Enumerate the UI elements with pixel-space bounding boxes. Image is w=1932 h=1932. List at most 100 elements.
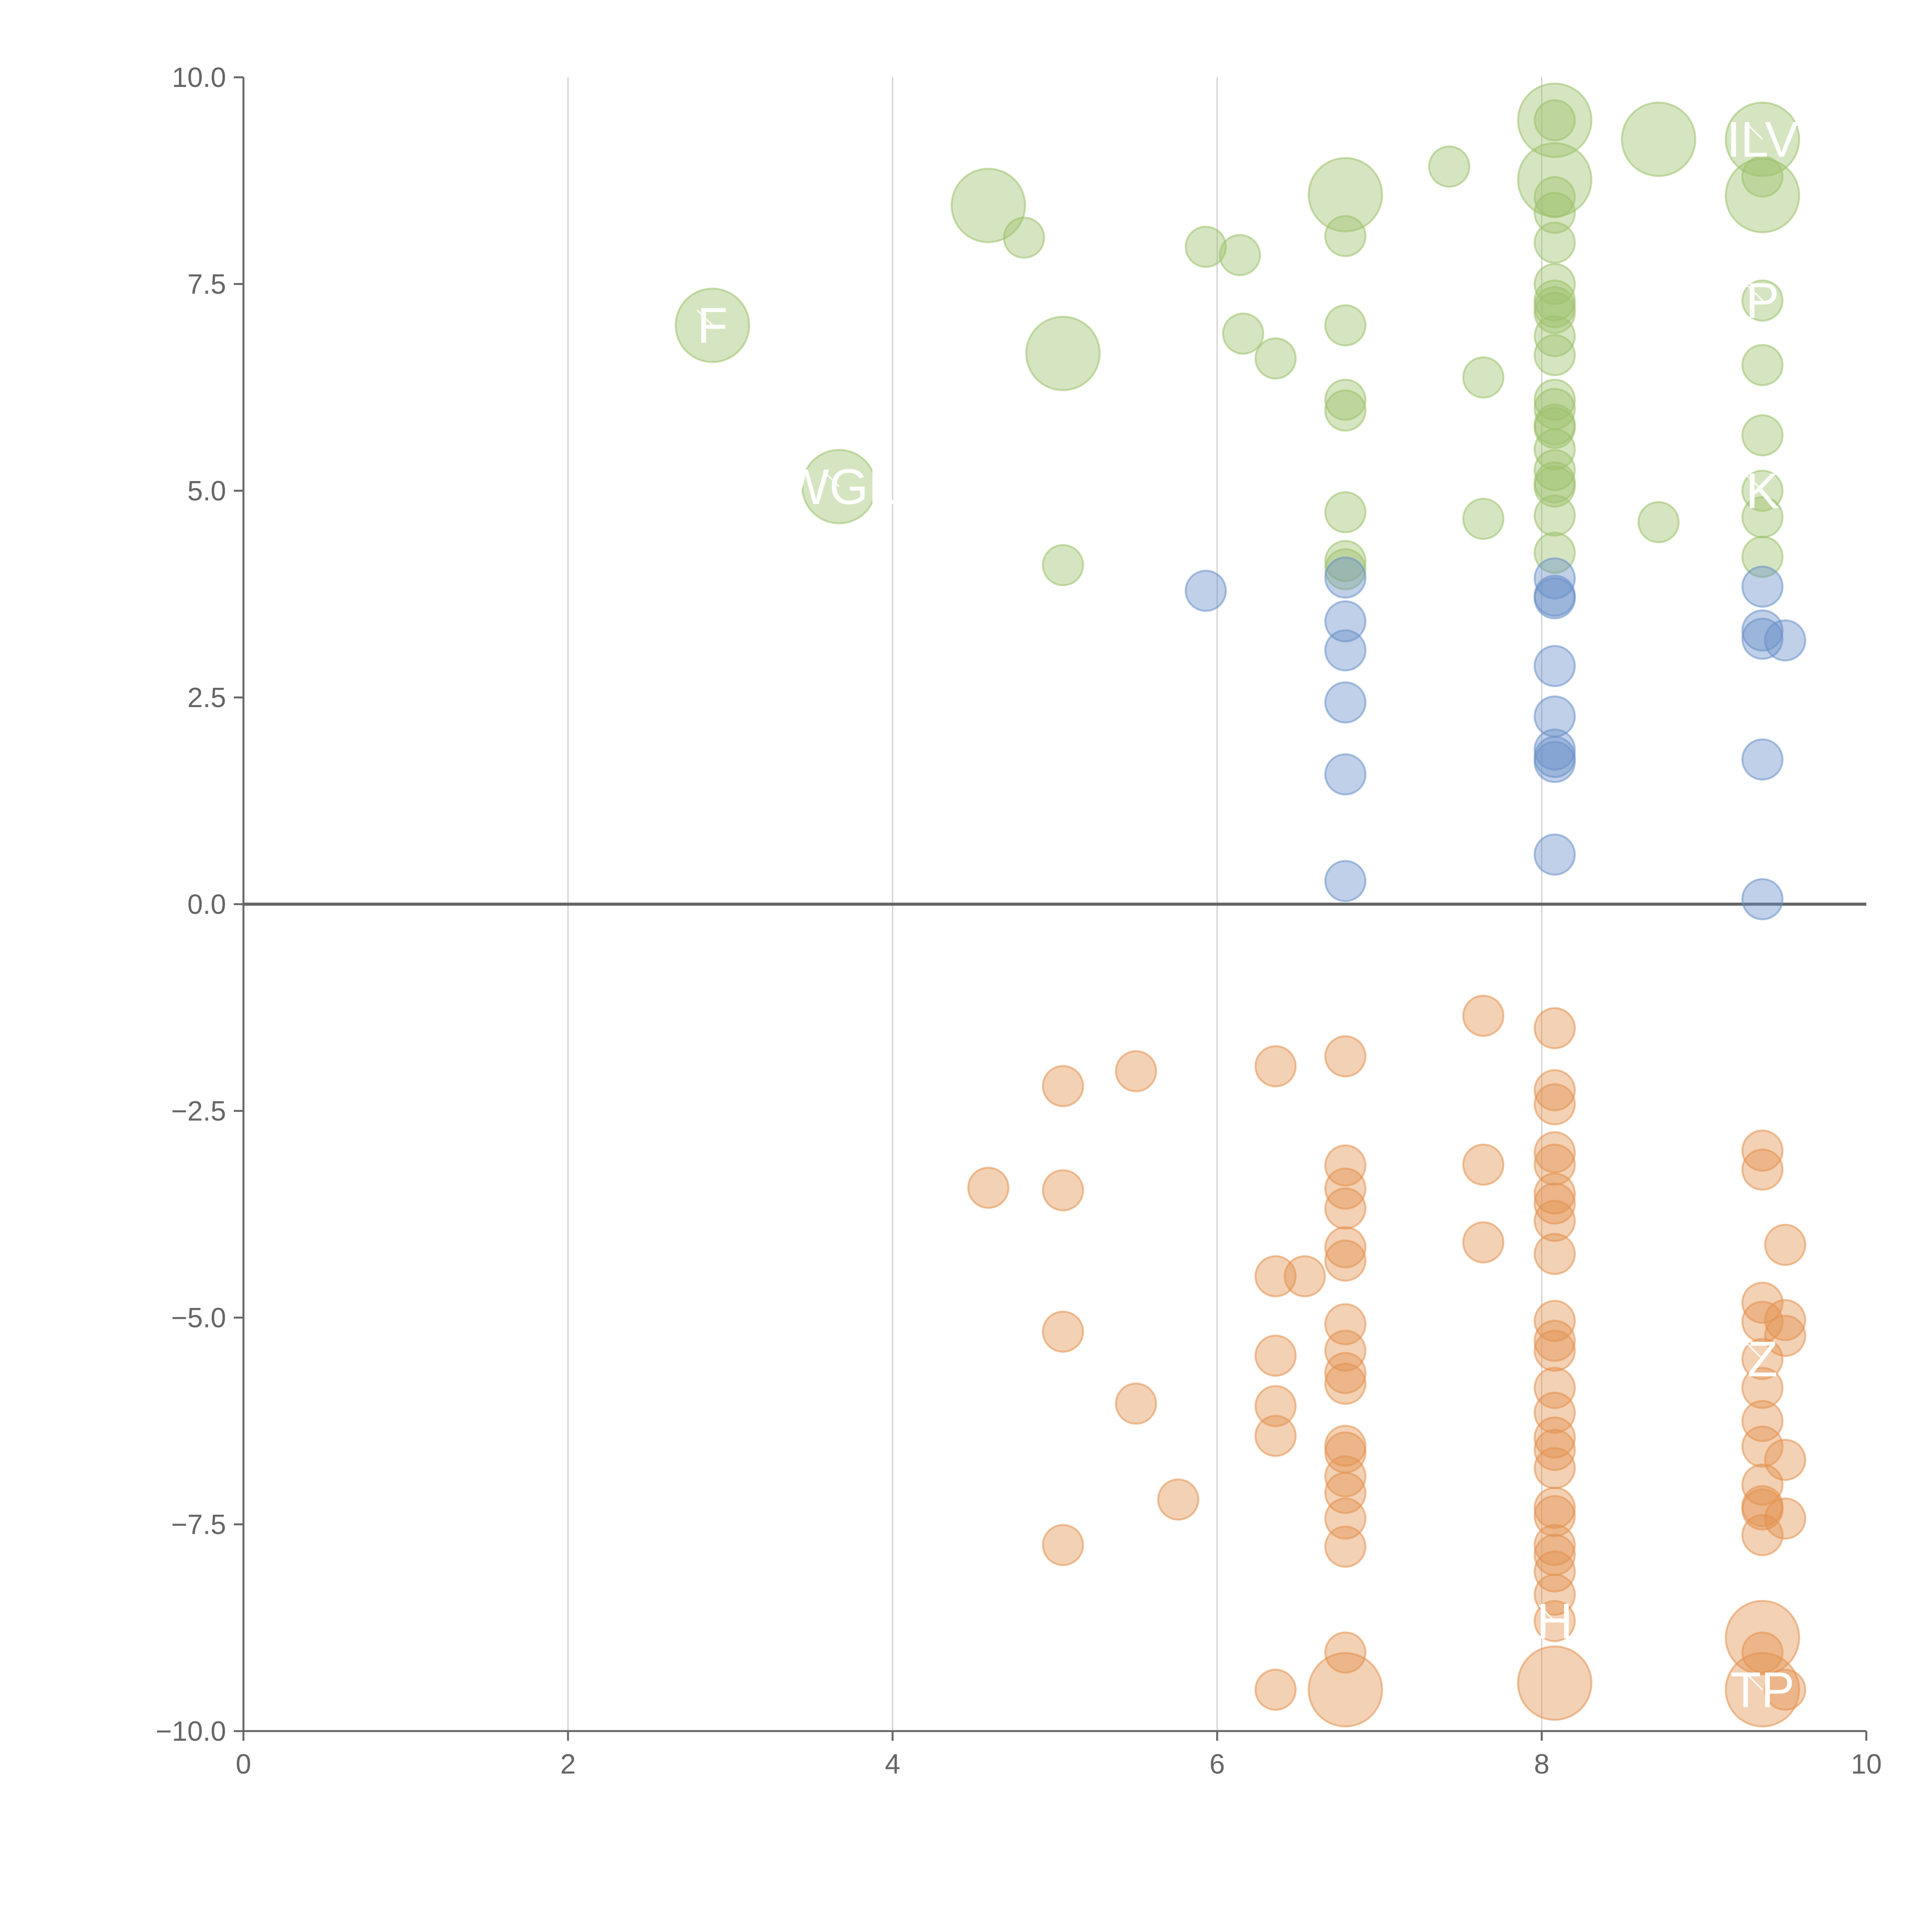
orange-point [1534, 1320, 1576, 1362]
green-point [1534, 494, 1576, 537]
point-annotation-label: K [1746, 463, 1779, 519]
green-point [1741, 536, 1784, 578]
orange-point [1534, 1550, 1576, 1593]
orange-point [1534, 1083, 1576, 1126]
point-annotation-label: Z [1747, 1331, 1777, 1387]
y-tick-label: 0.0 [187, 889, 226, 920]
orange-point [1534, 1416, 1576, 1459]
green-point [951, 168, 1026, 243]
orange-point [1462, 1221, 1505, 1264]
annotation-leader-line [1746, 1343, 1763, 1360]
blue-point [1324, 753, 1367, 796]
orange-point [1741, 1301, 1784, 1343]
orange-point [1254, 1255, 1297, 1298]
point-annotation-label: TP [1730, 1662, 1794, 1718]
annotation-leader-line [696, 309, 713, 326]
axes: 0 2 4 6 8 10 10.0 7.5 5.0 2.5 0.0 −2.5 −5.0 −7.5 −10.0 [156, 62, 1882, 1780]
point-annotations: F WGL ILV P K H Z TP [696, 111, 1798, 1718]
orange-point [1324, 1144, 1367, 1187]
blue-point [1324, 600, 1367, 643]
green-point [1462, 498, 1505, 540]
green-point [1534, 334, 1576, 376]
orange-point [1534, 1200, 1576, 1242]
green-point [1534, 176, 1576, 218]
annotation-leader-line [1746, 284, 1763, 301]
green-point [1741, 344, 1784, 386]
orange-point [1284, 1255, 1326, 1298]
orange-point [1534, 1447, 1576, 1489]
green-point [1517, 82, 1593, 158]
orange-point [1764, 1668, 1806, 1711]
y-tick-label: 10.0 [172, 62, 226, 93]
green-point [1534, 221, 1576, 264]
x-tick-label: 2 [560, 1749, 576, 1780]
blue-point [1741, 738, 1784, 781]
green-point [1324, 379, 1367, 421]
orange-point [1042, 1310, 1084, 1353]
orange-point [1534, 1367, 1576, 1409]
blue-point [1185, 570, 1227, 612]
orange-point [1764, 1497, 1806, 1540]
blue-point [1324, 556, 1367, 599]
orange-point [1324, 1472, 1367, 1514]
orange-point [1534, 1007, 1576, 1049]
orange-point [1534, 1495, 1576, 1537]
green-point [1185, 226, 1227, 268]
orange-point [1741, 1400, 1784, 1442]
orange-point [1534, 1391, 1576, 1434]
green-point [1462, 356, 1505, 399]
orange-point [1764, 1315, 1806, 1357]
blue-point [1324, 860, 1367, 902]
orange-point [1741, 1367, 1784, 1409]
green-point [1534, 192, 1576, 234]
orange-point [1324, 1226, 1367, 1269]
orange-point [1254, 1045, 1297, 1087]
orange-point [1042, 1169, 1084, 1211]
annotation-leader-line [1539, 1605, 1556, 1622]
green-point [1222, 312, 1264, 355]
green-point [1254, 337, 1297, 380]
orange-point [1157, 1478, 1199, 1521]
orange-point [1741, 1514, 1784, 1556]
y-tick-label: −5.0 [171, 1303, 226, 1333]
green-point [1428, 145, 1471, 188]
orange-point [1764, 1224, 1806, 1266]
orange-point [1764, 1299, 1806, 1341]
y-tick-label: 7.5 [187, 269, 226, 300]
orange-point [1254, 1334, 1297, 1377]
orange-point [1741, 1425, 1784, 1468]
orange-point [1254, 1385, 1297, 1427]
orange-point [1517, 1645, 1593, 1721]
green-point [1741, 155, 1784, 198]
orange-point [1324, 1330, 1367, 1372]
blue-point [1324, 681, 1367, 724]
orange-point [1741, 1463, 1784, 1506]
orange-point [1534, 1182, 1576, 1225]
green-point [1003, 216, 1045, 259]
blue-point [1534, 741, 1576, 783]
orange-point [1534, 1143, 1576, 1186]
y-tick-label: −2.5 [171, 1096, 226, 1127]
green-point [1025, 316, 1101, 391]
blue-point [1324, 629, 1367, 672]
green-point [1534, 406, 1576, 449]
blue-point [1741, 565, 1784, 608]
x-tick-label: 0 [236, 1749, 251, 1780]
green-point [1534, 449, 1576, 491]
blue-point [1741, 617, 1784, 660]
annotation-leader-line [823, 470, 840, 487]
green-point [1637, 501, 1680, 543]
orange-point [1324, 1352, 1367, 1394]
green-point [1324, 491, 1367, 534]
orange-point [1115, 1050, 1157, 1092]
orange-point [1254, 1415, 1297, 1457]
blue-point [1534, 577, 1576, 619]
y-tick-label: 5.0 [187, 476, 226, 507]
green-point [1219, 234, 1261, 276]
orange-point [1462, 1143, 1505, 1186]
blue-point [1534, 833, 1576, 876]
orange-point [1534, 1069, 1576, 1111]
green-point [1725, 158, 1800, 233]
data-points [675, 82, 1806, 1728]
orange-point [1308, 1652, 1383, 1728]
